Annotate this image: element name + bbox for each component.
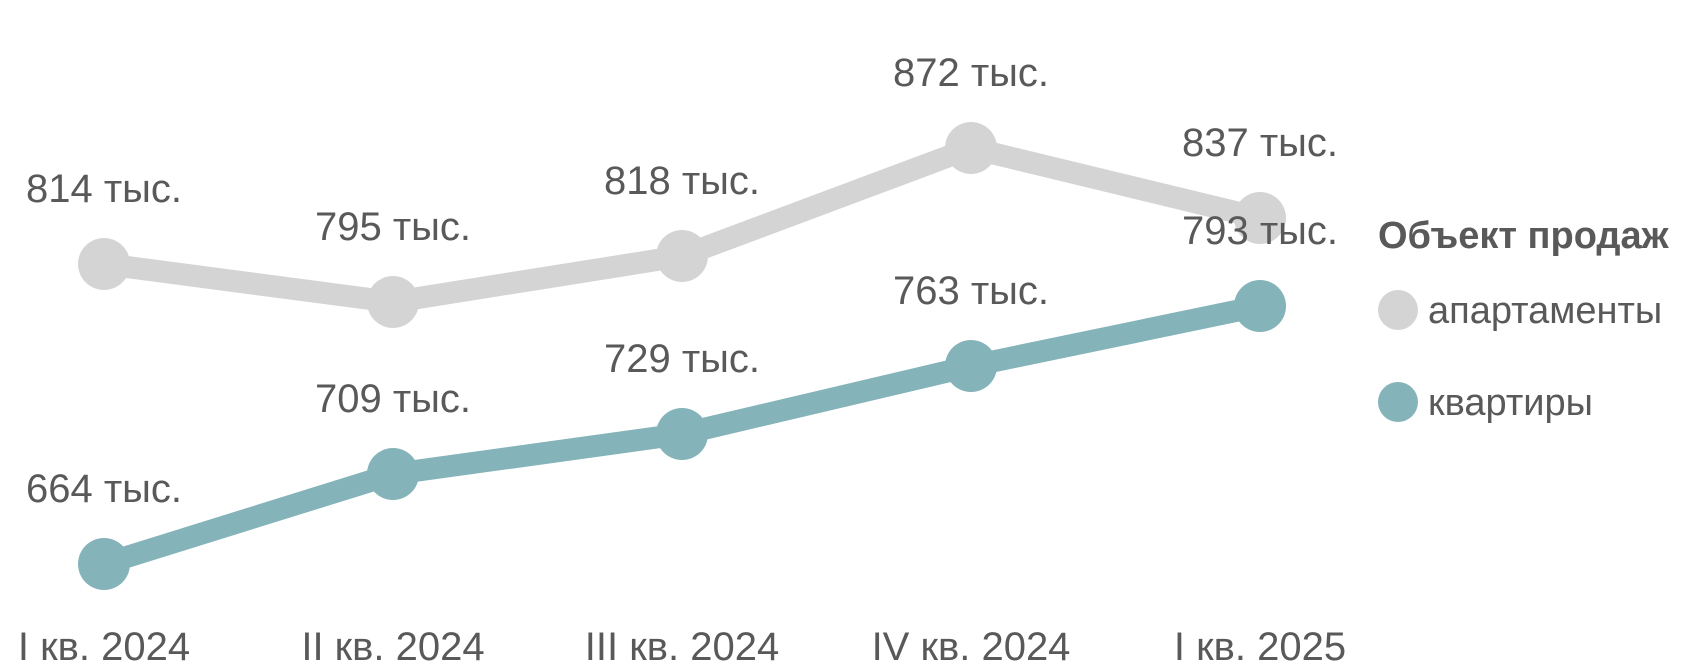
legend: Объект продаж апартаменты квартиры [1378,215,1670,424]
data-label-flats-3: 763 тыс. [893,269,1049,313]
x-axis: I кв. 2024 II кв. 2024 III кв. 2024 IV кв. … [18,625,1346,668]
data-label-apartments-4: 837 тыс. [1182,121,1338,165]
data-point-flats-4[interactable] [1234,280,1286,332]
x-tick-label-4: I кв. 2025 [1174,625,1346,668]
legend-label-flats[interactable]: квартиры [1428,382,1593,424]
data-point-flats-1[interactable] [367,448,419,500]
legend-title: Объект продаж [1378,215,1670,257]
series-layer [78,122,1286,590]
data-label-flats-2: 729 тыс. [604,337,760,381]
data-label-apartments-0: 814 тыс. [26,167,182,211]
data-point-flats-2[interactable] [656,408,708,460]
data-label-apartments-2: 818 тыс. [604,159,760,203]
data-label-apartments-1: 795 тыс. [315,205,471,249]
legend-marker-flats [1378,382,1418,422]
data-point-flats-3[interactable] [945,340,997,392]
data-label-flats-4: 793 тыс. [1182,209,1338,253]
data-label-apartments-3: 872 тыс. [893,51,1049,95]
data-point-apartments-2[interactable] [656,230,708,282]
data-label-layer: 814 тыс. 795 тыс. 818 тыс. 872 тыс. 837 тыс.… [26,51,1338,511]
legend-marker-apartments [1378,290,1418,330]
legend-label-apartments[interactable]: апартаменты [1428,290,1662,332]
x-tick-label-3: IV кв. 2024 [872,625,1071,668]
data-point-apartments-4[interactable] [1234,192,1286,244]
data-point-apartments-3[interactable] [945,122,997,174]
data-label-flats-0: 664 тыс. [26,467,182,511]
data-point-apartments-1[interactable] [367,276,419,328]
data-point-flats-0[interactable] [78,538,130,590]
x-tick-label-2: III кв. 2024 [585,625,779,668]
x-tick-label-0: I кв. 2024 [18,625,190,668]
data-label-flats-1: 709 тыс. [315,377,471,421]
x-tick-label-1: II кв. 2024 [301,625,484,668]
data-point-apartments-0[interactable] [78,238,130,290]
